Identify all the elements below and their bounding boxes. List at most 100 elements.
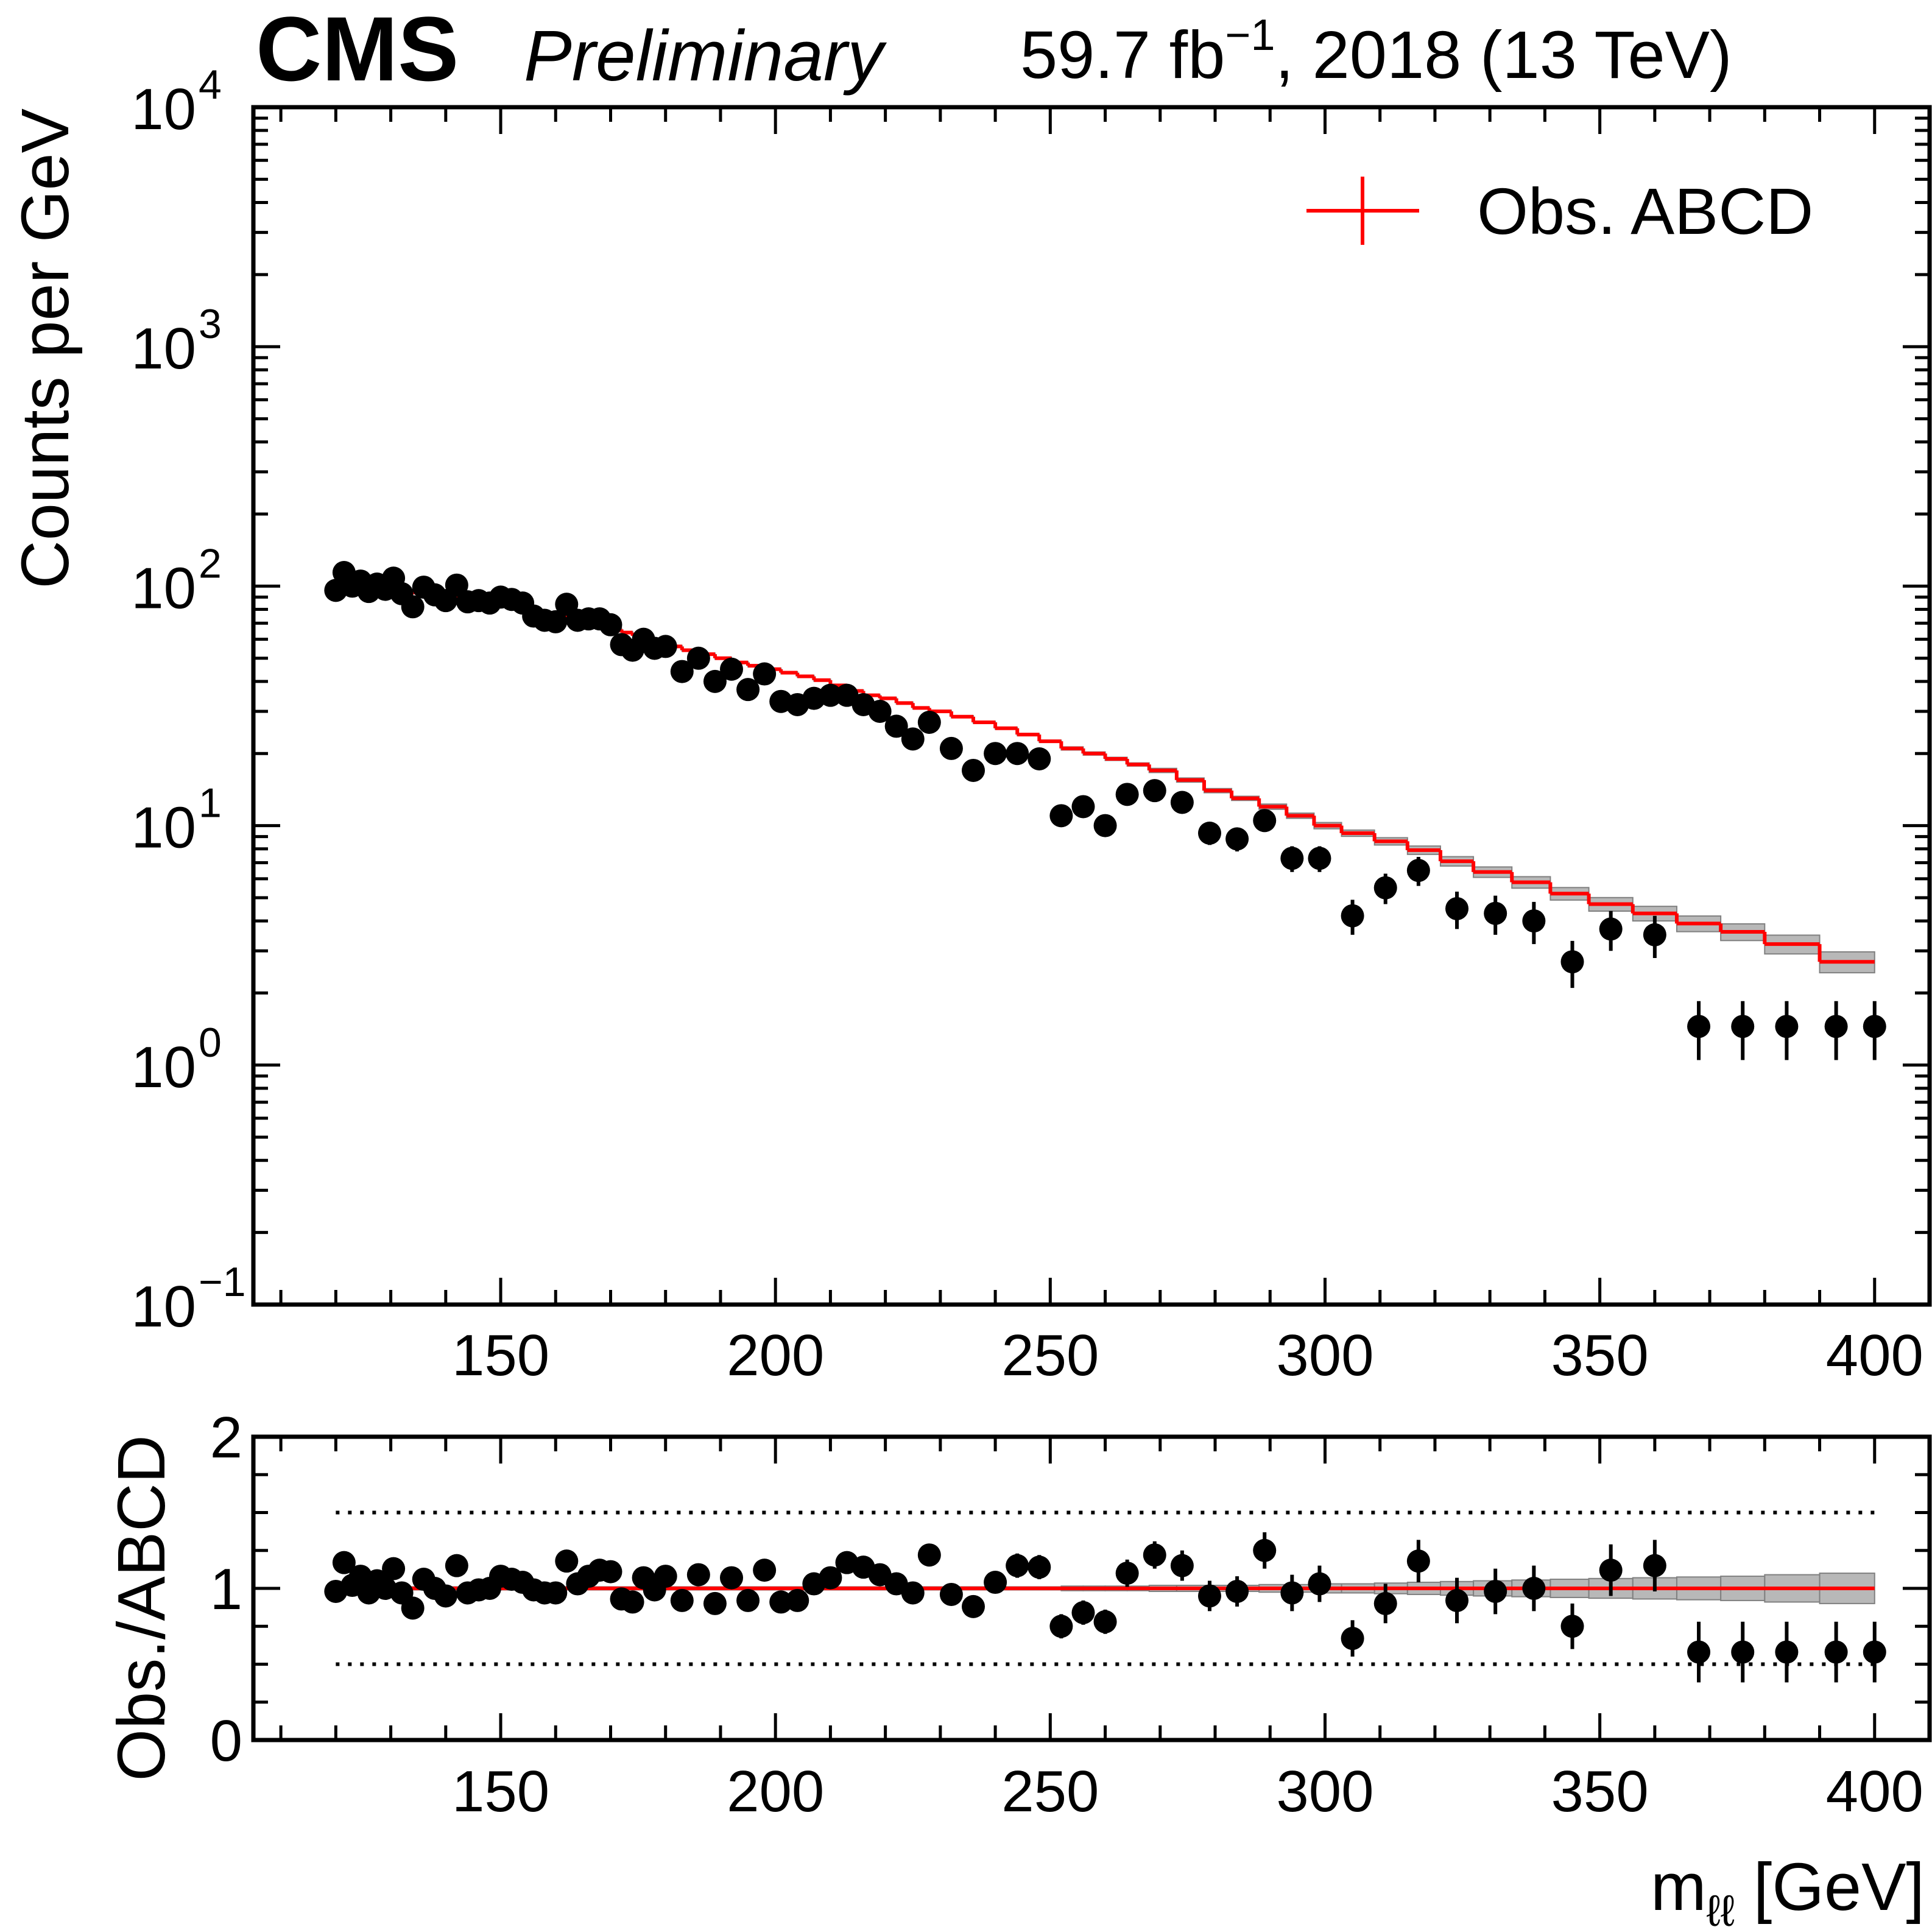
ratio-point: [332, 1551, 356, 1574]
data-point: [1599, 917, 1623, 941]
data-point: [1373, 876, 1397, 900]
y-tick-exponent: 1: [199, 780, 222, 826]
data-point: [1341, 904, 1364, 928]
ratio-point: [1006, 1554, 1029, 1577]
main-x-axis: 150 200 250 300 350 400: [279, 107, 1931, 1388]
x-tick-label: 300: [1276, 1323, 1373, 1388]
experiment-label: CMS: [256, 0, 459, 100]
ratio-point: [1253, 1538, 1277, 1562]
data-point: [544, 610, 568, 633]
data-point: [719, 657, 743, 681]
ratio-point: [984, 1571, 1007, 1594]
ratio-point: [382, 1557, 406, 1580]
ratio-x-tick-label: 200: [727, 1759, 824, 1824]
x-axis-title-symbol: m: [1651, 1850, 1707, 1925]
ratio-x-axis: 150 200 250 300 350 400: [279, 1437, 1931, 1824]
data-points: [324, 561, 1886, 1060]
data-point: [654, 635, 677, 658]
data-point: [1863, 1015, 1886, 1038]
ratio-x-tick-label: 300: [1276, 1759, 1373, 1824]
ratio-x-tick-label: 150: [452, 1759, 549, 1824]
data-point: [1170, 791, 1194, 814]
data-point: [884, 714, 908, 738]
ratio-point: [1560, 1615, 1584, 1638]
ratio-point: [917, 1543, 941, 1567]
legend-label: Obs. ABCD: [1477, 174, 1813, 248]
ratio-point: [654, 1565, 677, 1588]
ratio-point: [1522, 1577, 1546, 1600]
ratio-point: [1824, 1640, 1848, 1664]
ratio-x-tick-label: 400: [1826, 1759, 1923, 1824]
ratio-point: [1373, 1591, 1397, 1615]
x-tick-label: 400: [1826, 1323, 1923, 1388]
x-tick-label: 250: [1001, 1323, 1099, 1388]
ratio-point: [1308, 1572, 1331, 1596]
ratio-point: [1071, 1601, 1095, 1624]
data-point: [1445, 897, 1469, 920]
ratio-point: [753, 1559, 777, 1582]
data-point: [1006, 742, 1029, 766]
data-point: [686, 646, 710, 670]
ratio-point: [555, 1549, 579, 1573]
data-point: [1775, 1015, 1799, 1038]
data-point: [1143, 779, 1166, 803]
ratio-point: [401, 1596, 425, 1620]
data-point: [1484, 901, 1507, 925]
y-tick-exponent: 2: [199, 540, 222, 587]
ratio-point: [1445, 1588, 1469, 1612]
ratio-y-axis: 2 1 0: [210, 1405, 1930, 1774]
ratio-y-tick-label: 1: [210, 1557, 242, 1622]
main-plot-frame: [251, 105, 1932, 1307]
data-point: [599, 613, 622, 636]
data-point: [1280, 847, 1304, 870]
y-tick-label: 10: [131, 1035, 196, 1100]
data-point: [962, 758, 985, 782]
ratio-point: [1093, 1610, 1117, 1633]
y-tick-exponent: 0: [199, 1020, 222, 1066]
data-point: [1253, 809, 1277, 833]
data-point: [1308, 847, 1331, 870]
x-tick-label: 200: [727, 1323, 824, 1388]
ratio-point: [1863, 1640, 1886, 1664]
ratio-point: [670, 1588, 694, 1612]
lumi-label: 59.7 fb−1, 2018 (13 TeV): [1020, 11, 1732, 93]
data-point: [1643, 923, 1666, 946]
y-tick-label: 10: [131, 77, 196, 142]
x-axis-title-unit: [GeV]: [1735, 1850, 1925, 1925]
data-point: [1824, 1015, 1848, 1038]
data-point: [1093, 814, 1117, 837]
run-info: , 2018 (13 TeV): [1275, 18, 1732, 93]
legend: Obs. ABCD: [1306, 174, 1813, 248]
data-point: [703, 669, 727, 693]
ratio-point: [1484, 1579, 1507, 1603]
ratio-point: [901, 1581, 925, 1605]
y-tick-label: 10: [131, 316, 196, 381]
ratio-point: [1280, 1581, 1304, 1605]
ratio-point: [599, 1560, 622, 1584]
ratio-points: [324, 1532, 1886, 1683]
data-point: [1071, 795, 1095, 819]
data-point: [1522, 909, 1546, 933]
ratio-panel: 150 200 250 300 350 400 2 1 0 Obs./ABCD mℓℓ [Ge…: [104, 1405, 1932, 1927]
ratio-point: [1170, 1554, 1194, 1577]
data-point: [736, 678, 760, 702]
data-point: [819, 683, 842, 707]
data-point: [445, 573, 468, 597]
status-label: Preliminary: [524, 16, 887, 96]
ratio-point: [686, 1563, 710, 1587]
ratio-x-tick-label: 350: [1551, 1759, 1649, 1824]
ratio-point: [1775, 1640, 1799, 1664]
lumi-value: 59.7 fb: [1020, 18, 1225, 93]
main-y-axis-title: Counts per GeV: [8, 108, 83, 589]
y-tick-label: 10: [131, 795, 196, 861]
data-point: [670, 660, 694, 683]
ratio-point: [1143, 1543, 1166, 1567]
ratio-point: [1643, 1554, 1666, 1577]
ratio-point: [1599, 1559, 1623, 1582]
data-point: [984, 742, 1007, 766]
ratio-point: [736, 1588, 760, 1612]
ratio-y-tick-label: 0: [210, 1708, 242, 1774]
ratio-point: [1341, 1627, 1364, 1650]
